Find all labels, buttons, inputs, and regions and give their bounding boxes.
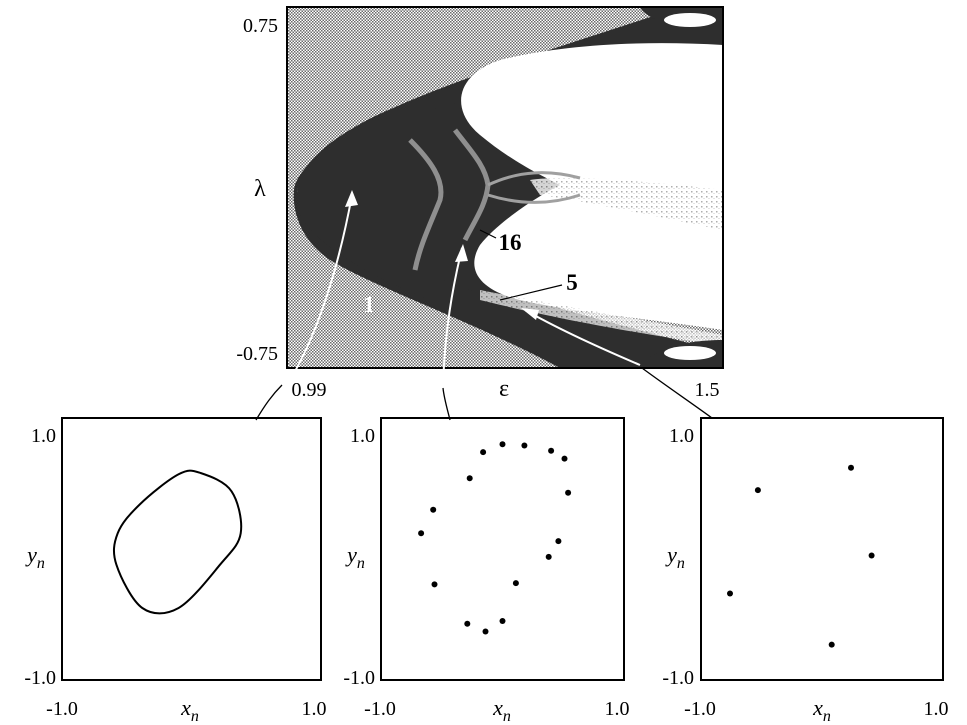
panel-frame bbox=[700, 417, 944, 681]
orbit-point bbox=[565, 489, 572, 496]
y-tick-label: 0.75 bbox=[243, 15, 278, 37]
orbit-point bbox=[754, 487, 761, 494]
arrow-period-16-tail bbox=[442, 387, 451, 421]
y-tick-label: -0.75 bbox=[236, 343, 278, 365]
region-label-5: 5 bbox=[566, 270, 578, 295]
tongue-curve bbox=[487, 171, 581, 187]
orbit-point bbox=[466, 475, 473, 482]
y-tick-label: -1.0 bbox=[343, 667, 375, 689]
panel-frame bbox=[61, 417, 322, 681]
x-axis-label: xn bbox=[180, 695, 199, 725]
panel-frame bbox=[380, 417, 625, 681]
orbit-point bbox=[499, 441, 506, 448]
orbit-point bbox=[418, 530, 425, 537]
x-tick-label: 1.0 bbox=[924, 698, 949, 720]
orbit-point bbox=[727, 590, 733, 597]
map-frame bbox=[286, 6, 724, 369]
orbit-point bbox=[430, 506, 437, 513]
phase-portrait-period-1: 1.0 -1.0 -1.0 1.0 xn yn bbox=[24, 417, 327, 725]
y-tick-label: -1.0 bbox=[24, 667, 56, 689]
arrow-head bbox=[345, 190, 358, 207]
orbit-point bbox=[561, 455, 568, 462]
orbit-point bbox=[512, 580, 519, 587]
orbit-point bbox=[848, 464, 854, 471]
phase-portrait-period-16: 1.0 -1.0 -1.0 1.0 xn yn bbox=[343, 417, 630, 725]
connector-arrows bbox=[255, 190, 713, 421]
orbit-point bbox=[828, 641, 835, 648]
orbit-points bbox=[418, 441, 572, 635]
tongue-curve bbox=[487, 193, 581, 204]
orbit-point bbox=[555, 538, 562, 545]
y-tick-label: 1.0 bbox=[350, 425, 375, 447]
orbit-point bbox=[480, 449, 487, 456]
arrow-period-1-tail bbox=[255, 384, 283, 421]
orbit-point bbox=[499, 618, 506, 624]
phase-portrait-period-5: 1.0 -1.0 -1.0 1.0 xn yn bbox=[662, 417, 949, 725]
x-tick-label: 0.99 bbox=[292, 379, 327, 401]
y-axis-label: yn bbox=[345, 542, 365, 572]
arrow-period-5-tail bbox=[641, 367, 713, 419]
x-tick-label: -1.0 bbox=[364, 698, 396, 720]
arrow-head bbox=[521, 308, 539, 320]
orbit-point bbox=[464, 620, 471, 627]
region-label-1: 1 bbox=[363, 292, 375, 317]
region-label-16: 16 bbox=[499, 230, 522, 255]
y-tick-label: -1.0 bbox=[662, 667, 694, 689]
y-axis-label: yn bbox=[25, 542, 45, 572]
leader-line-5 bbox=[499, 284, 563, 301]
x-tick-label: 1.0 bbox=[302, 698, 327, 720]
corner-bulb bbox=[664, 13, 716, 27]
x-tick-label: -1.0 bbox=[684, 698, 716, 720]
orbit-point bbox=[868, 552, 875, 559]
map-regions bbox=[287, 7, 723, 368]
arrow-head bbox=[455, 244, 468, 262]
orbit-point bbox=[482, 628, 489, 635]
orbit-curve bbox=[112, 469, 243, 615]
x-tick-label: 1.0 bbox=[605, 698, 630, 720]
y-tick-label: 1.0 bbox=[31, 425, 56, 447]
speckle-region bbox=[530, 178, 723, 230]
x-axis-label: xn bbox=[812, 695, 831, 725]
arrow-period-1 bbox=[289, 194, 353, 381]
orbit-point bbox=[545, 553, 552, 560]
x-tick-label: -1.0 bbox=[46, 698, 78, 720]
x-tick-label: 1.5 bbox=[695, 379, 720, 401]
y-axis-label: λ bbox=[254, 176, 266, 202]
speckle-region-lower bbox=[480, 290, 723, 345]
tongue-curve bbox=[408, 138, 444, 271]
orbit-point bbox=[548, 447, 555, 454]
y-tick-label: 1.0 bbox=[669, 425, 694, 447]
x-axis-label: xn bbox=[492, 695, 511, 725]
arrow-period-16 bbox=[442, 247, 463, 386]
orbit-point bbox=[521, 442, 528, 449]
orbit-points bbox=[727, 464, 875, 648]
corner-bulb bbox=[664, 346, 716, 360]
leader-line-16 bbox=[479, 229, 497, 239]
x-axis-label: ε bbox=[499, 376, 509, 402]
orbit-point bbox=[431, 581, 438, 588]
y-axis-label: yn bbox=[665, 542, 685, 572]
